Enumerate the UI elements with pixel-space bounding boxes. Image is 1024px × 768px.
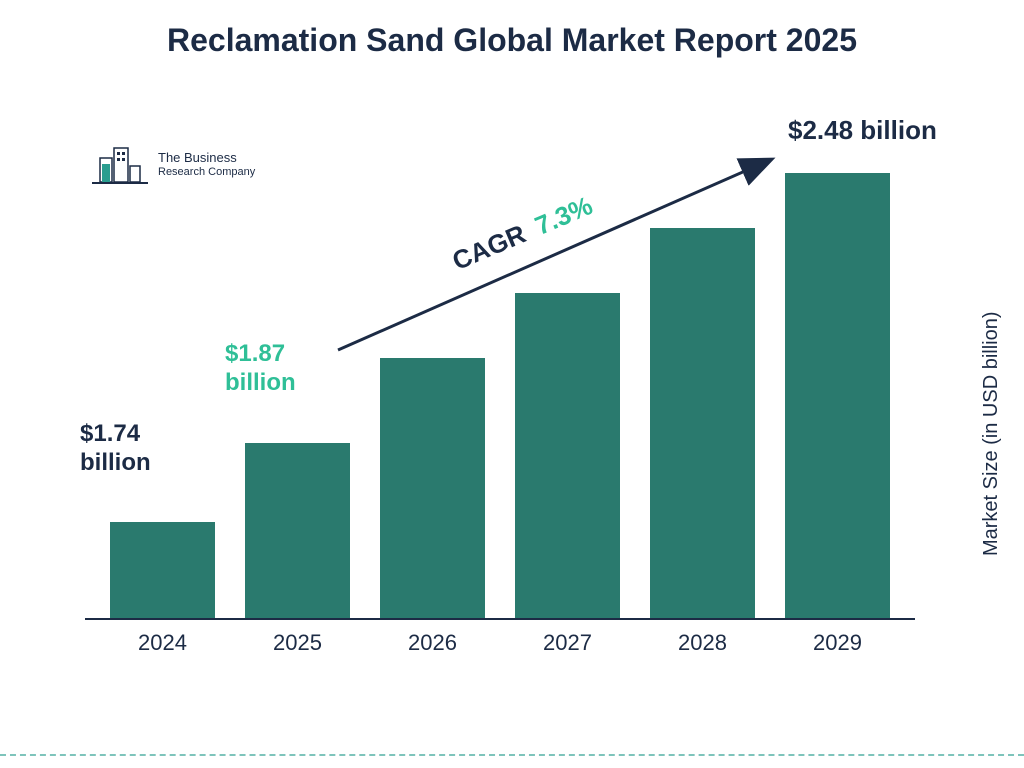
- bar-wrap: 2024: [95, 130, 230, 618]
- value-label: $1.87billion: [225, 340, 296, 398]
- bars-container: 202420252026202720282029: [85, 130, 915, 620]
- x-axis-label: 2028: [678, 630, 727, 656]
- bar: [650, 228, 755, 618]
- y-axis-label: Market Size (in USD billion): [981, 312, 1004, 557]
- x-axis-label: 2025: [273, 630, 322, 656]
- bar: [380, 358, 485, 618]
- bar: [515, 293, 620, 618]
- bar-wrap: 2029: [770, 130, 905, 618]
- bottom-dashed-line: [0, 754, 1024, 756]
- chart-title: Reclamation Sand Global Market Report 20…: [0, 20, 1024, 60]
- bar: [110, 522, 215, 618]
- bar-wrap: 2026: [365, 130, 500, 618]
- value-label: $2.48 billion: [788, 115, 937, 146]
- bar: [785, 173, 890, 618]
- x-axis-label: 2027: [543, 630, 592, 656]
- value-label: $1.74billion: [80, 420, 151, 478]
- x-axis-label: 2026: [408, 630, 457, 656]
- bar-wrap: 2028: [635, 130, 770, 618]
- bar-chart: 202420252026202720282029: [85, 130, 915, 660]
- x-axis-label: 2024: [138, 630, 187, 656]
- bar: [245, 443, 350, 618]
- x-axis-label: 2029: [813, 630, 862, 656]
